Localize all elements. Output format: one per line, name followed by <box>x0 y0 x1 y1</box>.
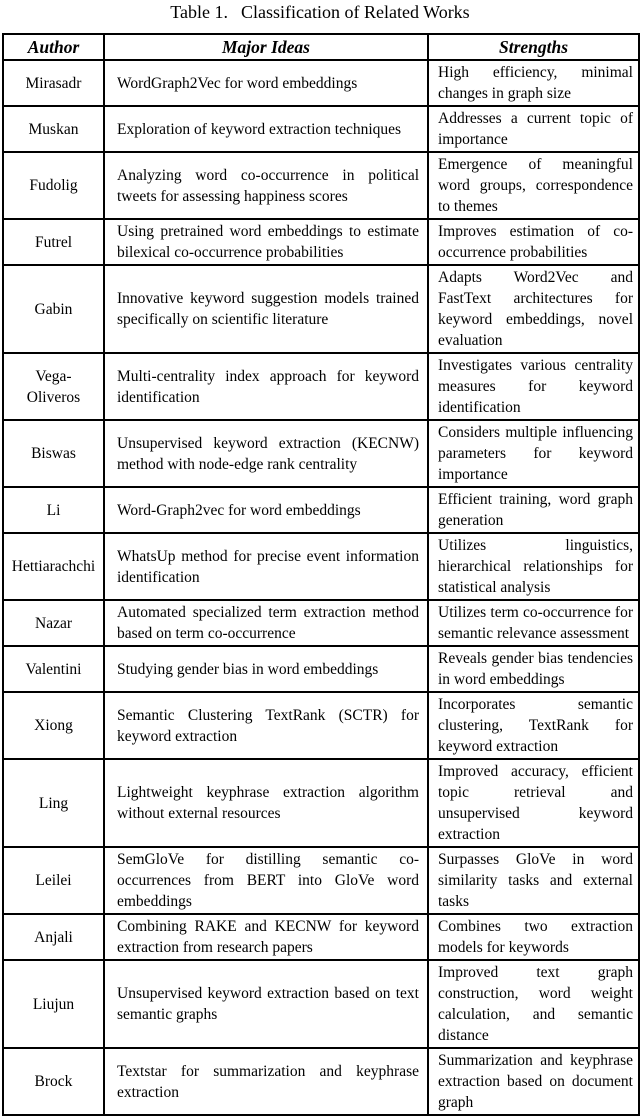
strengths-cell: Utilizes term co-occurrence for semantic… <box>427 599 640 647</box>
table-row: Vega-Oliveros Multi-centrality index app… <box>2 352 640 421</box>
major-ideas-cell: SemGloVe for distilling semantic co-occu… <box>103 846 429 915</box>
major-ideas-cell: WhatsUp method for precise event informa… <box>103 532 429 601</box>
major-ideas-cell: Innovative keyword suggestion models tra… <box>103 264 429 354</box>
strengths-cell: Emergence of meaningful word groups, cor… <box>427 151 640 220</box>
author-cell: Muskan <box>2 105 105 153</box>
table-row: Muskan Exploration of keyword extraction… <box>2 105 640 153</box>
strengths-cell: Adapts Word2Vec and FastText architectur… <box>427 264 640 354</box>
major-ideas-cell: Studying gender bias in word embeddings <box>103 645 429 693</box>
table-row: Gabin Innovative keyword suggestion mode… <box>2 264 640 354</box>
table-row: Brock Textstar for summarization and key… <box>2 1047 640 1116</box>
strengths-cell: Utilizes linguistics, hierarchical relat… <box>427 532 640 601</box>
author-cell: Valentini <box>2 645 105 693</box>
related-works-table: Author Major Ideas Strengths Mirasadr Wo… <box>2 33 640 1116</box>
author-cell: Gabin <box>2 264 105 354</box>
table-caption: Table 1. Classification of Related Works <box>2 1 638 23</box>
table-row: Valentini Studying gender bias in word e… <box>2 645 640 693</box>
major-ideas-cell: Semantic Clustering TextRank (SCTR) for … <box>103 691 429 760</box>
table-row: Li Word-Graph2vec for word embeddings Ef… <box>2 486 640 534</box>
strengths-cell: Improves estimation of co-occurrence pro… <box>427 218 640 266</box>
strengths-cell: Investigates various centrality measures… <box>427 352 640 421</box>
author-cell: Anjali <box>2 913 105 961</box>
strengths-cell: Surpasses GloVe in word similarity tasks… <box>427 846 640 915</box>
major-ideas-cell: Textstar for summarization and keyphrase… <box>103 1047 429 1116</box>
table-row: Xiong Semantic Clustering TextRank (SCTR… <box>2 691 640 760</box>
author-cell: Ling <box>2 758 105 848</box>
table-row: Biswas Unsupervised keyword extraction (… <box>2 419 640 488</box>
table-row: Mirasadr WordGraph2Vec for word embeddin… <box>2 59 640 107</box>
author-cell: Biswas <box>2 419 105 488</box>
author-cell: Liujun <box>2 959 105 1049</box>
author-cell: Brock <box>2 1047 105 1116</box>
major-ideas-cell: WordGraph2Vec for word embeddings <box>103 59 429 107</box>
major-ideas-cell: Multi-centrality index approach for keyw… <box>103 352 429 421</box>
author-cell: Fudolig <box>2 151 105 220</box>
author-cell: Futrel <box>2 218 105 266</box>
table-row: Leilei SemGloVe for distilling semantic … <box>2 846 640 915</box>
table-caption-text: Classification of Related Works <box>241 2 470 22</box>
table-row: Liujun Unsupervised keyword extraction b… <box>2 959 640 1049</box>
author-cell: Leilei <box>2 846 105 915</box>
author-cell: Mirasadr <box>2 59 105 107</box>
strengths-cell: Combines two extraction models for keywo… <box>427 913 640 961</box>
author-cell: Hettiarachchi <box>2 532 105 601</box>
strengths-cell: Summarization and keyphrase extraction b… <box>427 1047 640 1116</box>
strengths-cell: Efficient training, word graph generatio… <box>427 486 640 534</box>
major-ideas-cell: Unsupervised keyword extraction (KECNW) … <box>103 419 429 488</box>
header-row: Author Major Ideas Strengths <box>2 33 640 61</box>
strengths-cell: Considers multiple influencing parameter… <box>427 419 640 488</box>
table-row: Anjali Combining RAKE and KECNW for keyw… <box>2 913 640 961</box>
table-row: Nazar Automated specialized term extract… <box>2 599 640 647</box>
author-cell: Xiong <box>2 691 105 760</box>
major-ideas-cell: Combining RAKE and KECNW for keyword ext… <box>103 913 429 961</box>
major-ideas-cell: Word-Graph2vec for word embeddings <box>103 486 429 534</box>
column-header-author: Author <box>2 33 105 61</box>
table-caption-label: Table 1. <box>170 2 229 22</box>
strengths-cell: Incorporates semantic clustering, TextRa… <box>427 691 640 760</box>
major-ideas-cell: Exploration of keyword extraction techni… <box>103 105 429 153</box>
major-ideas-cell: Analyzing word co-occurrence in politica… <box>103 151 429 220</box>
major-ideas-cell: Automated specialized term extraction me… <box>103 599 429 647</box>
table-row: Fudolig Analyzing word co-occurrence in … <box>2 151 640 220</box>
table-row: Ling Lightweight keyphrase extraction al… <box>2 758 640 848</box>
strengths-cell: Addresses a current topic of importance <box>427 105 640 153</box>
column-header-major-ideas: Major Ideas <box>103 33 429 61</box>
strengths-cell: Improved accuracy, efficient topic retri… <box>427 758 640 848</box>
table-row: Hettiarachchi WhatsUp method for precise… <box>2 532 640 601</box>
major-ideas-cell: Lightweight keyphrase extraction algorit… <box>103 758 429 848</box>
author-cell: Li <box>2 486 105 534</box>
strengths-cell: High efficiency, minimal changes in grap… <box>427 59 640 107</box>
column-header-strengths: Strengths <box>427 33 640 61</box>
author-cell: Vega-Oliveros <box>2 352 105 421</box>
strengths-cell: Reveals gender bias tendencies in word e… <box>427 645 640 693</box>
strengths-cell: Improved text graph construction, word w… <box>427 959 640 1049</box>
table-row: Futrel Using pretrained word embeddings … <box>2 218 640 266</box>
table-body: Mirasadr WordGraph2Vec for word embeddin… <box>2 59 640 1116</box>
major-ideas-cell: Unsupervised keyword extraction based on… <box>103 959 429 1049</box>
major-ideas-cell: Using pretrained word embeddings to esti… <box>103 218 429 266</box>
author-cell: Nazar <box>2 599 105 647</box>
